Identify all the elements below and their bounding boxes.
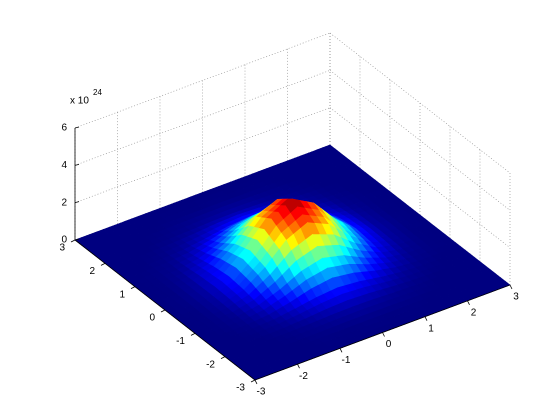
z-exponent-base: x 10 <box>70 96 89 107</box>
y-tick-label: 2 <box>89 266 95 277</box>
x-tick-label: -2 <box>299 371 308 382</box>
y-tick <box>70 239 76 243</box>
x-tick <box>254 379 258 385</box>
x-tick-label: -3 <box>257 387 266 398</box>
x-tick <box>297 363 300 369</box>
x-tick-label: -1 <box>342 355 351 366</box>
y-tick <box>220 356 226 360</box>
z-tick-label: 6 <box>61 123 67 134</box>
z-tick <box>74 163 80 166</box>
grid-line <box>74 32 331 129</box>
y-tick <box>190 332 196 336</box>
y-tick-label: 0 <box>149 313 155 324</box>
grid-line <box>74 70 331 166</box>
x-tick <box>509 284 513 290</box>
grid-line <box>74 107 331 203</box>
x-tick <box>382 332 385 337</box>
grid-line <box>329 107 511 248</box>
y-tick-label: -3 <box>236 383 245 394</box>
grid-line <box>329 70 511 211</box>
x-tick <box>339 348 343 353</box>
y-tick-label: 3 <box>59 243 65 254</box>
z-tick-label: 2 <box>61 197 67 208</box>
x-tick-label: 3 <box>513 292 519 303</box>
x-tick-label: 1 <box>428 323 434 334</box>
z-tick <box>74 126 80 129</box>
y-tick <box>130 286 136 290</box>
x-tick <box>424 316 428 321</box>
z-tick-label: 4 <box>61 160 67 171</box>
x-tick-label: 0 <box>386 339 392 350</box>
y-tick-label: 1 <box>119 289 125 300</box>
x-tick-label: 2 <box>471 307 477 318</box>
y-tick-label: -2 <box>206 359 215 370</box>
z-exponent: 24 <box>93 88 102 97</box>
y-tick <box>160 309 166 313</box>
x-tick <box>467 300 470 306</box>
y-tick <box>100 262 106 266</box>
z-tick-label: 0 <box>61 235 67 246</box>
z-tick <box>74 238 80 241</box>
grid-line <box>329 32 511 174</box>
z-tick <box>74 201 80 204</box>
y-tick <box>250 379 256 383</box>
y-tick-label: -1 <box>176 336 185 347</box>
